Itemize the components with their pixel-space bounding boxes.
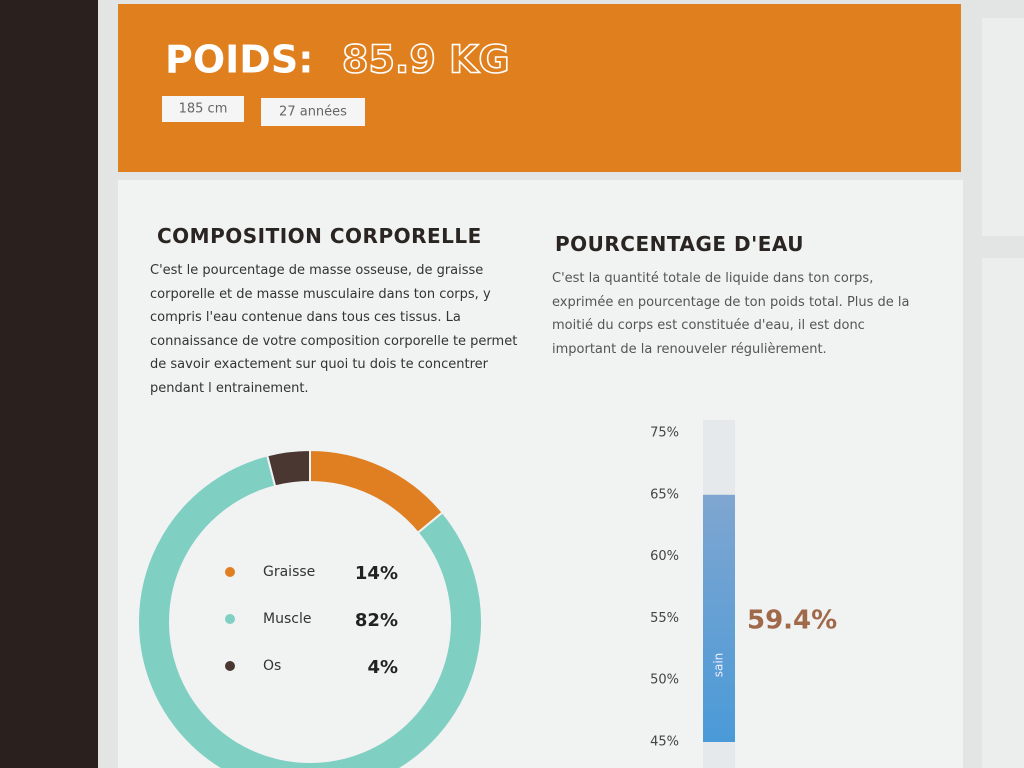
section-title: COMPOSITION CORPORELLE [157, 224, 482, 248]
y-tick-label: 65% [650, 487, 679, 502]
y-tick-label: 60% [650, 549, 679, 564]
legend-label: Os [263, 658, 281, 674]
weight: 85.9 KG [342, 38, 510, 82]
tag-box [261, 98, 365, 126]
donut-segment [266, 448, 311, 488]
value-label: 82% [355, 610, 398, 631]
header-bar [118, 4, 961, 172]
legend-label: Muscle [263, 611, 311, 627]
y-tick-label: 50% [650, 673, 679, 688]
y-tick-label: 45% [650, 735, 679, 750]
tag: 27 années [279, 105, 347, 120]
healthy-range [703, 494, 735, 742]
water-value: 59.4% [747, 606, 837, 636]
legend-dot [225, 661, 235, 671]
tag: 185 cm [179, 102, 228, 117]
value-label: 4% [367, 657, 398, 678]
tag-box [162, 96, 244, 122]
section-title: POURCENTAGE D'EAU [555, 232, 804, 256]
side-panel [982, 258, 1024, 768]
y-tick-label: 55% [650, 611, 679, 626]
legend-dot [225, 614, 235, 624]
section-text: C'est le pourcentage de masse osseuse, d… [150, 263, 518, 396]
section-text: C'est la quantité totale de liquide dans… [552, 271, 910, 357]
legend-dot [225, 567, 235, 577]
donut-segment [137, 454, 483, 768]
header-title: POIDS: [165, 38, 313, 82]
legend-label: Graisse [263, 564, 315, 580]
y-tick-label: 75% [650, 426, 679, 441]
value-label: 14% [355, 563, 398, 584]
side-panel [982, 18, 1024, 236]
bezel [0, 0, 98, 768]
range-label: sain [712, 653, 726, 678]
